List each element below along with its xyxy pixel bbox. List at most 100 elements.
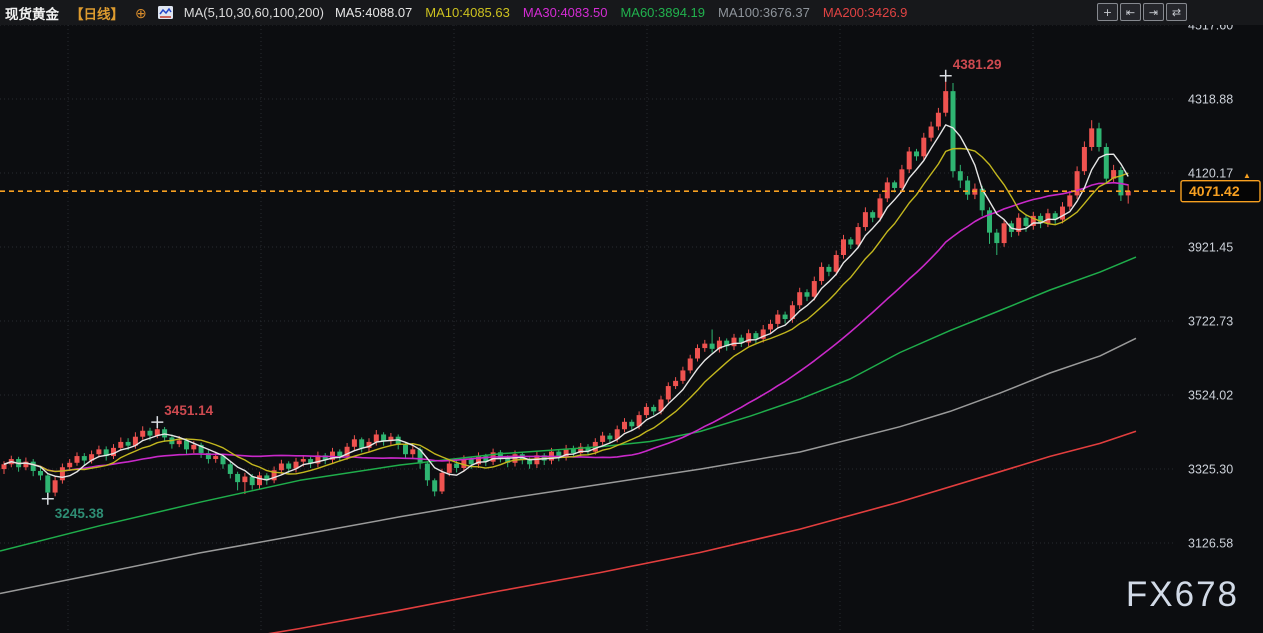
candle-body (1125, 191, 1131, 196)
period-label[interactable]: 【日线】 (70, 6, 124, 22)
candle-body (67, 462, 73, 468)
price-up-arrow-icon: ▲ (1243, 171, 1251, 180)
candle-body (118, 441, 124, 448)
current-price-badge: ▲ 4071.42 (1180, 171, 1261, 203)
axis-tick-label: 3921.45 (1188, 240, 1233, 254)
candle-body (454, 463, 460, 468)
candle-body (877, 198, 883, 218)
candle-body (359, 439, 365, 448)
candle-body (1038, 215, 1044, 224)
candle-body (497, 452, 503, 458)
candle-body (315, 455, 321, 464)
candle-body (1023, 217, 1029, 226)
axis-tick-label: 3722.73 (1188, 314, 1233, 328)
candle-body (322, 455, 328, 460)
candle-body (578, 446, 584, 454)
candle-body (600, 435, 606, 442)
candle-body (811, 281, 817, 297)
candle-body (1103, 146, 1109, 179)
candle-body (928, 126, 934, 138)
candle-body (746, 333, 752, 343)
axis-tick-label: 3524.02 (1188, 388, 1233, 402)
candle-body (483, 456, 489, 462)
candle-body (300, 459, 306, 462)
candle-body (52, 480, 58, 493)
axis-tick-label: 3126.58 (1188, 536, 1233, 550)
candle-body (264, 475, 270, 481)
candle-body (476, 456, 481, 465)
candle-body (344, 446, 350, 457)
candle-body (227, 464, 233, 474)
candle-body (658, 399, 664, 412)
chart-thumbnail-icon (157, 6, 173, 19)
candle-body (59, 467, 65, 481)
candle-body (957, 171, 963, 181)
candle-body (665, 386, 671, 400)
ma-line-ma100 (0, 337, 1137, 595)
add-indicator-icon[interactable]: ⊕ (135, 4, 147, 21)
candle-body (819, 266, 825, 282)
extreme-price-label: 3245.38 (55, 506, 104, 521)
candle-body (461, 459, 467, 468)
candle-body (1089, 128, 1095, 147)
candle-body (446, 463, 452, 473)
candle-body (702, 343, 708, 349)
symbol-title: 现货黄金 (5, 6, 59, 22)
moving-average-layer (0, 124, 1137, 633)
candle-body (1060, 206, 1065, 220)
candle-body (308, 459, 314, 464)
candle-body (337, 451, 343, 457)
candle-body (140, 430, 146, 437)
candle-body (1067, 195, 1073, 207)
scale-left-icon[interactable]: ⇤ (1120, 3, 1141, 21)
scale-right-icon[interactable]: ⇥ (1143, 3, 1164, 21)
candle-body (862, 212, 868, 228)
candle-body (870, 212, 876, 218)
candle-body (147, 430, 153, 436)
candle-body (848, 239, 854, 245)
candle-body (636, 415, 642, 427)
ma-value-ma30: MA30:4083.50 (522, 5, 608, 20)
price-axis[interactable]: 4517.604318.884120.173921.453722.733524.… (1188, 19, 1233, 551)
candle-body (1096, 128, 1102, 147)
candle-body (804, 292, 810, 297)
candle-body (111, 447, 116, 457)
candle-body (1016, 217, 1022, 232)
candle-body (257, 475, 262, 486)
candle-body (96, 449, 102, 455)
candle-body (1074, 171, 1080, 196)
candle-body (563, 448, 569, 457)
candle-body (381, 434, 387, 442)
reset-scale-icon[interactable]: ⇄ (1166, 3, 1187, 21)
candle-body (833, 254, 839, 272)
extreme-price-label: 4381.29 (953, 57, 1002, 72)
candle-body (1030, 215, 1036, 226)
ma-line-ma10 (3, 147, 1129, 475)
candle-body (797, 292, 803, 306)
candle-body (505, 457, 511, 463)
candle-body (417, 449, 423, 464)
candle-body (935, 112, 941, 127)
candle-body (965, 180, 971, 195)
candle-body (695, 348, 700, 359)
candle-body (373, 434, 379, 442)
candle-body (527, 459, 533, 465)
candle-body (439, 472, 445, 492)
candle-body (629, 421, 635, 427)
candle-body (914, 151, 919, 157)
candle-body (585, 446, 591, 452)
candle-body (906, 151, 912, 170)
chart-header: 现货黄金 【日线】 ⊕ MA(5,10,30,60,100,200) MA5:4… (0, 0, 1263, 25)
candle-body (731, 337, 737, 347)
candle-body (38, 470, 43, 476)
candle-body (738, 337, 744, 343)
candle-body (979, 188, 985, 211)
candle-body (680, 370, 686, 381)
watermark: FX678 (1125, 575, 1239, 614)
pan-icon[interactable]: + (1097, 3, 1118, 21)
candle-body (74, 456, 80, 463)
candle-body (184, 440, 189, 450)
candle-body (987, 210, 992, 233)
